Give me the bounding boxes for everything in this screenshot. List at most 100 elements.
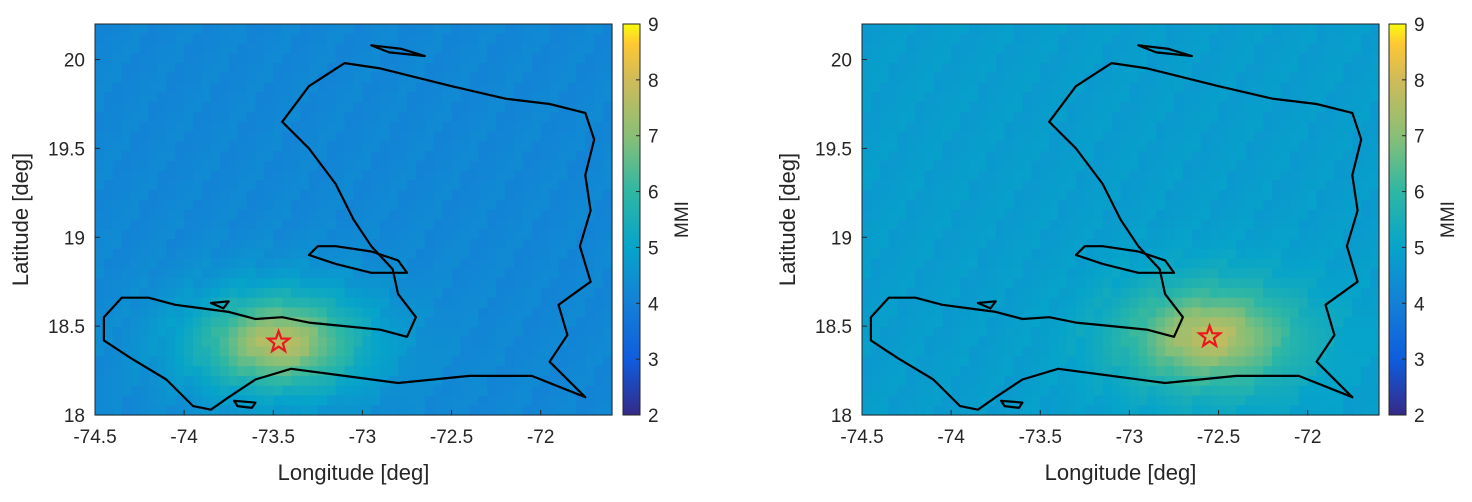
heatmap-cell bbox=[469, 111, 479, 123]
heatmap-cell bbox=[513, 385, 524, 397]
heatmap-cell bbox=[897, 72, 908, 84]
heatmap-cell bbox=[95, 170, 105, 182]
heatmap-cell bbox=[335, 248, 346, 260]
heatmap-cell bbox=[1254, 111, 1264, 123]
colorbar-tick-label: 6 bbox=[1414, 183, 1425, 204]
heatmap-cell bbox=[960, 229, 970, 240]
heatmap-cell bbox=[1227, 53, 1237, 64]
heatmap-cell bbox=[1084, 287, 1095, 299]
heatmap-cell bbox=[522, 385, 533, 397]
heatmap-cell bbox=[487, 121, 497, 133]
heatmap-cell bbox=[371, 131, 381, 142]
heatmap-cell bbox=[1343, 199, 1353, 211]
heatmap-cell bbox=[995, 24, 1006, 35]
heatmap-cell bbox=[389, 278, 399, 289]
heatmap-cell bbox=[549, 278, 560, 289]
heatmap-cell bbox=[157, 258, 167, 269]
heatmap-cell bbox=[968, 219, 979, 230]
heatmap-cell bbox=[594, 121, 604, 133]
heatmap-cell bbox=[335, 385, 346, 397]
heatmap-cell bbox=[415, 209, 426, 221]
heatmap-cell bbox=[246, 43, 257, 54]
heatmap-cell bbox=[1289, 199, 1300, 211]
heatmap-cell bbox=[1084, 24, 1095, 35]
heatmap-cell bbox=[1040, 82, 1050, 94]
heatmap-cell bbox=[1138, 53, 1148, 64]
heatmap-cell bbox=[1067, 327, 1077, 338]
heatmap-cell bbox=[1075, 209, 1086, 221]
heatmap-cell bbox=[531, 327, 542, 338]
heatmap-cell bbox=[1245, 366, 1255, 377]
heatmap-cell bbox=[326, 317, 337, 328]
heatmap-cell bbox=[424, 248, 435, 260]
heatmap-cell bbox=[103, 346, 114, 357]
heatmap-cell bbox=[344, 131, 355, 142]
heatmap-cell bbox=[1236, 248, 1246, 260]
heatmap-cell bbox=[1370, 248, 1380, 260]
heatmap-cell bbox=[175, 151, 185, 162]
heatmap-cell bbox=[1236, 327, 1246, 338]
heatmap-cell bbox=[1236, 72, 1246, 84]
heatmap-cell bbox=[353, 53, 364, 64]
heatmap-cell bbox=[1191, 346, 1202, 357]
heatmap-cell bbox=[1147, 229, 1157, 240]
heatmap-cell bbox=[469, 141, 479, 152]
heatmap-cell bbox=[237, 141, 248, 152]
heatmap-cell bbox=[398, 24, 408, 35]
heatmap-cell bbox=[130, 405, 141, 416]
heatmap-cell bbox=[344, 63, 355, 74]
heatmap-cell bbox=[933, 268, 943, 279]
heatmap-cell bbox=[986, 405, 997, 416]
heatmap-cell bbox=[897, 258, 908, 269]
heatmap-cell bbox=[1093, 287, 1104, 299]
heatmap-cell bbox=[433, 307, 444, 318]
heatmap-cell bbox=[219, 170, 230, 182]
heatmap-cell bbox=[103, 405, 114, 416]
heatmap-cell bbox=[469, 43, 479, 54]
heatmap-cell bbox=[1325, 239, 1336, 250]
heatmap-cell bbox=[300, 219, 310, 230]
heatmap-cell bbox=[906, 151, 917, 162]
heatmap-cell bbox=[451, 229, 462, 240]
island-coastline bbox=[1074, 245, 1176, 274]
heatmap-cell bbox=[977, 336, 988, 348]
heatmap-cell bbox=[469, 385, 479, 397]
heatmap-cell bbox=[879, 317, 890, 328]
heatmap-cell bbox=[1361, 229, 1371, 240]
heatmap-cell bbox=[942, 366, 952, 377]
heatmap-cell bbox=[1227, 317, 1237, 328]
heatmap-cell bbox=[308, 72, 319, 84]
heatmap-cell bbox=[888, 160, 899, 172]
heatmap-cell bbox=[1209, 180, 1220, 191]
heatmap-cell bbox=[487, 405, 497, 416]
heatmap-cell bbox=[986, 287, 997, 299]
heatmap-cell bbox=[1022, 405, 1032, 416]
heatmap-cell bbox=[1218, 375, 1229, 387]
heatmap-cell bbox=[505, 180, 515, 191]
heatmap-cell bbox=[166, 405, 176, 416]
heatmap-cell bbox=[1093, 229, 1104, 240]
heatmap-cell bbox=[1031, 131, 1041, 142]
heatmap-cell bbox=[380, 278, 390, 289]
heatmap-cell bbox=[300, 278, 310, 289]
heatmap-cell bbox=[496, 33, 506, 45]
heatmap-cell bbox=[184, 278, 194, 289]
heatmap-cell bbox=[906, 53, 917, 64]
heatmap-cell bbox=[567, 82, 577, 94]
heatmap-cell bbox=[933, 82, 943, 94]
heatmap-cell bbox=[1361, 199, 1371, 211]
heatmap-cell bbox=[862, 190, 872, 201]
heatmap-cell bbox=[300, 258, 310, 269]
heatmap-cell bbox=[1031, 317, 1041, 328]
heatmap-cell bbox=[264, 82, 274, 94]
heatmap-cell bbox=[1191, 72, 1202, 84]
heatmap-cell bbox=[389, 82, 399, 94]
heatmap-cell bbox=[139, 102, 150, 113]
heatmap-cell bbox=[933, 287, 943, 299]
heatmap-cell bbox=[157, 199, 167, 211]
heatmap-cell bbox=[986, 327, 997, 338]
heatmap-cell bbox=[130, 102, 141, 113]
heatmap-cell bbox=[1272, 63, 1282, 74]
heatmap-cell bbox=[1307, 33, 1318, 45]
heatmap-cell bbox=[246, 151, 257, 162]
